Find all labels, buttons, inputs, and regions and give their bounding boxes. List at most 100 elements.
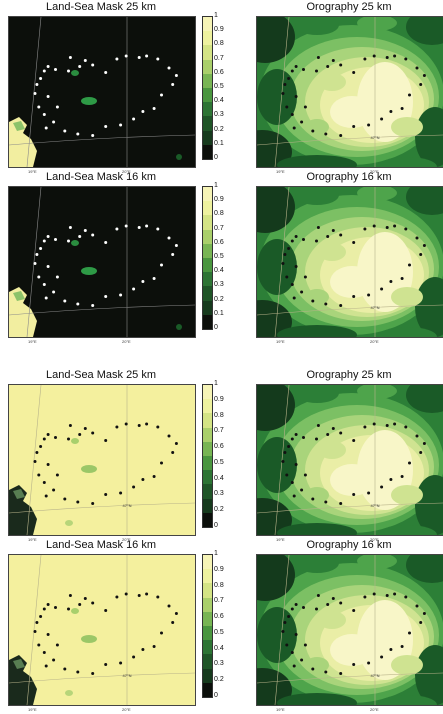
map-svg xyxy=(9,187,195,337)
station-marker xyxy=(300,488,304,492)
colorbar-segment xyxy=(203,87,212,103)
coast-edge xyxy=(13,489,25,499)
station-marker xyxy=(68,424,72,427)
station-marker xyxy=(42,437,46,441)
station-marker xyxy=(55,275,59,279)
station-marker xyxy=(46,265,50,268)
colorbar-segment xyxy=(203,427,212,442)
station-marker xyxy=(292,126,296,130)
orography-mountain xyxy=(415,475,443,535)
longitude-tick-label: 19°E xyxy=(28,707,37,712)
colorbar-tick-label: 0.1 xyxy=(214,139,224,147)
colorbar-tick-label: 0.8 xyxy=(214,40,224,48)
station-marker xyxy=(83,427,87,430)
colorbar-segment xyxy=(203,130,212,145)
colorbar-segment xyxy=(203,201,212,216)
parallel-line xyxy=(257,672,443,684)
parallel-line xyxy=(257,304,443,316)
lake-small xyxy=(65,690,73,696)
station-marker xyxy=(363,227,367,231)
station-marker xyxy=(83,597,87,600)
station-marker xyxy=(419,621,423,624)
station-marker xyxy=(324,670,328,674)
colorbar-tick-label: 0.9 xyxy=(214,196,224,204)
station-marker xyxy=(119,293,123,297)
colorbar-segment xyxy=(203,385,212,400)
station-marker xyxy=(39,445,43,448)
meridian-line xyxy=(26,17,42,167)
station-marker xyxy=(152,277,156,280)
longitude-tick-label: 20°E xyxy=(370,707,379,712)
colorbar-segment xyxy=(203,215,212,230)
parallel-line xyxy=(9,304,195,316)
orography-patch xyxy=(305,119,329,135)
lake-balaton xyxy=(81,267,97,275)
station-marker xyxy=(37,105,41,109)
longitude-tick-label: 20°E xyxy=(370,339,379,344)
station-marker xyxy=(281,630,285,633)
station-marker xyxy=(145,54,149,58)
station-marker xyxy=(124,592,128,596)
station-marker xyxy=(132,485,136,489)
orography-mountain xyxy=(257,498,292,535)
colorbar-segment xyxy=(203,286,212,301)
station-marker xyxy=(422,612,426,615)
orography-mountain xyxy=(406,17,443,45)
lake-small xyxy=(65,520,73,526)
station-marker xyxy=(290,437,294,441)
station-marker xyxy=(76,302,80,306)
station-marker xyxy=(91,502,95,505)
orography-mountain xyxy=(277,155,357,167)
station-marker xyxy=(300,290,304,294)
parallel-line xyxy=(9,672,195,684)
lake-balaton xyxy=(81,97,97,105)
station-marker xyxy=(303,275,307,279)
station-marker xyxy=(37,643,41,647)
station-marker xyxy=(290,113,294,116)
station-marker xyxy=(290,239,294,243)
station-marker xyxy=(37,275,41,279)
station-marker xyxy=(367,491,371,495)
orography-mountain xyxy=(415,277,443,337)
station-marker xyxy=(171,451,175,454)
chart-title: Orography 25 km xyxy=(306,369,392,381)
station-marker xyxy=(39,77,43,80)
station-marker xyxy=(141,280,145,283)
orography-mountain xyxy=(377,157,437,167)
station-marker xyxy=(55,105,59,109)
station-marker xyxy=(294,265,298,268)
station-marker xyxy=(315,437,318,441)
station-marker xyxy=(78,433,82,436)
colorbar-segment xyxy=(203,611,212,626)
station-marker xyxy=(132,655,136,659)
station-marker xyxy=(404,595,408,599)
colorbar-segment xyxy=(203,300,212,315)
station-marker xyxy=(91,431,95,435)
station-marker xyxy=(419,83,423,86)
mask-background xyxy=(9,385,195,535)
colorbar-tick-label: 0.9 xyxy=(214,565,224,573)
orography-mountain xyxy=(277,325,357,337)
station-marker xyxy=(156,425,160,429)
station-marker xyxy=(393,592,397,596)
station-marker xyxy=(145,422,149,426)
station-marker xyxy=(408,631,411,635)
colorbar-tick-label: 0.1 xyxy=(214,309,224,317)
orography-mountain xyxy=(277,693,357,705)
coast-edge xyxy=(13,291,25,301)
station-marker xyxy=(132,117,136,121)
station-marker xyxy=(137,424,141,427)
orography-patch xyxy=(391,117,423,137)
station-marker xyxy=(160,631,163,635)
station-marker xyxy=(119,491,123,495)
station-marker xyxy=(281,92,285,95)
station-marker xyxy=(408,263,411,267)
station-marker xyxy=(303,643,307,647)
colorbar-tick-label: 0.7 xyxy=(214,597,224,605)
colorbar-tick-label: 1 xyxy=(214,182,218,189)
station-marker xyxy=(285,473,289,477)
station-marker xyxy=(104,71,108,74)
station-marker xyxy=(290,651,294,654)
station-marker xyxy=(292,494,296,498)
orography-mountain xyxy=(277,523,357,535)
